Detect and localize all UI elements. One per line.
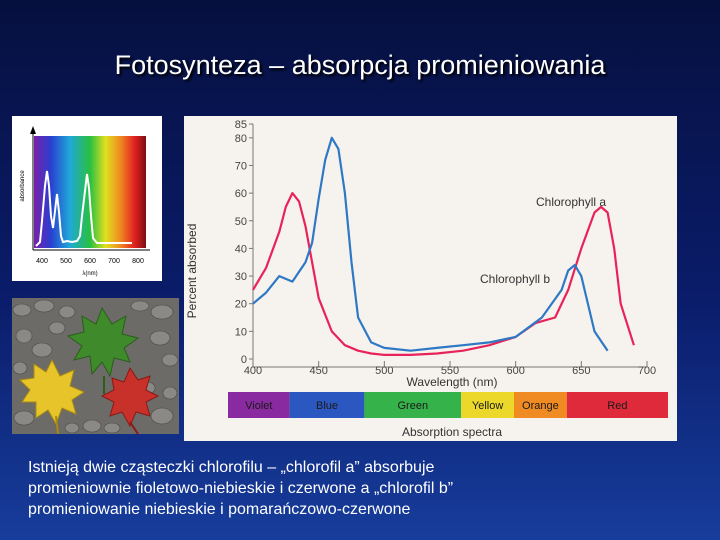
spectrum-band-blue — [289, 392, 365, 418]
series-line-chlorophyll-b — [252, 136, 609, 352]
caption-line: promieniowanie niebieskie i pomarańczowo… — [28, 501, 411, 518]
chart-y-axis-label: Percent absorbed — [185, 224, 199, 319]
x-tick-label: 700 — [638, 365, 656, 377]
y-tick-label: 85 — [235, 119, 247, 131]
spectrum-band-label: Green — [398, 400, 429, 412]
spectrum-band-orange — [514, 392, 567, 418]
series-label-chlorophyll-a: Chlorophyll a — [536, 195, 606, 209]
y-tick-label: 30 — [235, 271, 247, 283]
x-tick-label: 550 — [441, 365, 459, 377]
caption-line: promieniownie fioletowo-niebieskie i cze… — [28, 480, 454, 497]
chart-tick-layer: 0 10 20 30 40 50 60 70 80 85 400 450 500 550 600 650 700 — [235, 119, 656, 377]
small-plot-x-label: λ(nm) — [82, 271, 97, 277]
chart-series-layer — [252, 136, 635, 356]
y-tick-label: 40 — [235, 243, 247, 255]
y-tick-label: 20 — [235, 299, 247, 311]
y-tick-label: 60 — [235, 188, 247, 200]
small-plot-x-tick: 500 — [60, 258, 72, 265]
x-tick-label: 600 — [506, 365, 524, 377]
spectrum-absorbance-plot: absorbance 400 500 600 700 800 λ(nm) — [20, 126, 150, 277]
spectrum-band-violet — [228, 392, 290, 418]
gravel-stones — [12, 299, 179, 434]
spectrum-band-label: Violet — [245, 400, 272, 412]
x-tick-label: 650 — [572, 365, 590, 377]
chart-x-axis-label: Wavelength (nm) — [407, 375, 498, 389]
small-plot-x-tick: 800 — [132, 258, 144, 265]
spectrum-band-yellow — [461, 392, 514, 418]
y-tick-label: 10 — [235, 326, 247, 338]
x-tick-label: 450 — [309, 365, 327, 377]
small-plot-x-tick: 600 — [84, 258, 96, 265]
small-plot-y-label: absorbance — [20, 170, 26, 202]
spectrum-band-red — [566, 392, 668, 418]
small-plot-x-tick: 400 — [36, 258, 48, 265]
spectrum-absorbance-figure: absorbance 400 500 600 700 800 λ(nm) — [12, 116, 162, 281]
spectrum-band-green — [364, 392, 462, 418]
small-plot-x-tick: 700 — [108, 258, 120, 265]
absorption-spectra-figure: 0 10 20 30 40 50 60 70 80 85 400 450 500 550 600 650 700… — [184, 116, 677, 441]
spectrum-band-label: Red — [607, 400, 627, 412]
red-leaf — [100, 366, 160, 428]
slide-title: Fotosynteza – absorpcja promieniowania — [114, 50, 606, 80]
chart-title: Absorption spectra — [402, 425, 502, 439]
small-plot-absorbance-curve — [35, 170, 132, 247]
yellow-leaf — [18, 358, 86, 426]
slide-caption: Istnieją dwie cząsteczki chlorofilu – „c… — [28, 457, 708, 520]
spectrum-band-label: Blue — [316, 400, 338, 412]
small-plot-y-arrow — [30, 126, 36, 134]
yellow-leaf-stem — [55, 415, 59, 435]
x-tick-label: 400 — [244, 365, 262, 377]
y-tick-label: 0 — [241, 354, 247, 366]
leaves-photo-illustration — [12, 298, 179, 435]
x-tick-label: 500 — [375, 365, 393, 377]
y-tick-label: 70 — [235, 160, 247, 172]
spectrum-band-label: Yellow — [472, 400, 503, 412]
series-line-chlorophyll-a — [252, 191, 635, 356]
y-tick-label: 50 — [235, 216, 247, 228]
absorption-spectra-chart: 0 10 20 30 40 50 60 70 80 85 400 450 500 550 600 650 700… — [185, 119, 668, 439]
series-label-chlorophyll-b: Chlorophyll b — [480, 272, 550, 286]
y-tick-label: 80 — [235, 133, 247, 145]
green-leaf — [66, 306, 140, 378]
spectrum-band-layer: Violet Blue Green Yellow Orange Red — [228, 392, 668, 418]
red-leaf-stem — [129, 421, 139, 435]
spectrum-band-label: Orange — [522, 400, 559, 412]
leaves-photo — [12, 298, 179, 435]
caption-line: Istnieją dwie cząsteczki chlorofilu – „c… — [28, 459, 435, 476]
